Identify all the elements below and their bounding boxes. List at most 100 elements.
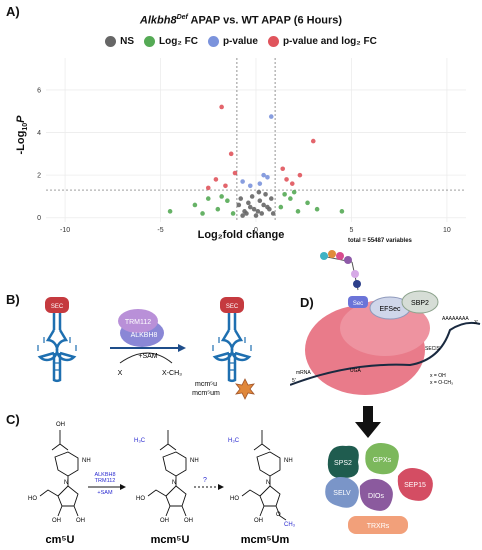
mcm5um-ho-label: HO [230, 496, 239, 502]
data-point-series-3 [213, 177, 219, 182]
arrow-1-head [120, 484, 126, 490]
data-point-series-0 [259, 211, 265, 216]
legend-item-both: p-value and log₂ FC [267, 36, 377, 47]
data-point-series-1 [295, 209, 301, 214]
x-tick-label: -5 [157, 227, 163, 234]
protein-selv: SELV [325, 477, 359, 508]
data-point-series-2 [265, 174, 270, 180]
data-point-series-3 [280, 166, 286, 172]
three-prime-label: 3' [474, 320, 478, 326]
modification-star-icon [235, 378, 255, 400]
sbp2-label: SBP2 [411, 300, 429, 307]
data-point-series-2 [247, 183, 253, 189]
x-tick-label: 0 [254, 227, 258, 234]
data-point-series-0 [256, 189, 262, 195]
data-point-series-1 [339, 209, 345, 214]
panel-d-label: D) [300, 295, 314, 310]
modification-label-1: mcm⁵u [195, 381, 217, 388]
data-point-series-0 [240, 213, 245, 218]
data-point-series-1 [314, 206, 320, 212]
data-point-series-3 [297, 172, 303, 178]
mcm5um-nh-label: NH [284, 458, 293, 464]
data-point-series-3 [232, 170, 238, 176]
enzyme-complex: TRM112 ALKBH8 [118, 309, 164, 347]
svg-text:SEP15: SEP15 [404, 482, 426, 489]
protein-sep15: SEP15 [397, 468, 433, 501]
enzyme-line-3: +SAM [97, 490, 113, 496]
x-tick-label: -10 [60, 227, 70, 234]
data-point-series-1 [219, 194, 224, 199]
cm5u-oh-label: OH [56, 422, 65, 428]
mcm5um-n-label: N [266, 480, 270, 486]
data-point-series-1 [200, 211, 205, 216]
legend-swatch-log2fc [144, 36, 156, 47]
data-point-series-0 [263, 192, 268, 197]
compound-3-name: mcm⁵Um [241, 534, 290, 546]
chart-title: Alkbh8Def APAP vs. WT APAP (6 Hours) [0, 14, 482, 27]
data-point-series-1 [192, 202, 198, 208]
mcm5u-n-label: N [172, 480, 176, 486]
down-arrow-icon [355, 406, 381, 438]
panel-b-diagram: SEC TRM112 ALKBH8 +SAM X X-CH₃ SEC mcm⁵u… [37, 297, 255, 400]
enzyme-line-1: ALKBH8 [94, 472, 115, 478]
data-point-series-0 [246, 200, 251, 206]
sec-label: Sec [353, 301, 363, 307]
structure-mcm5u [147, 430, 187, 517]
svg-text:SEC: SEC [51, 304, 64, 310]
mcm5u-methyl-label: H₃C [134, 438, 146, 444]
compound-1-name: cm⁵U [45, 534, 74, 546]
data-point-series-0 [247, 204, 253, 210]
sec-tag-right: SEC [220, 297, 244, 313]
data-point-series-0 [268, 196, 274, 201]
svg-text:DIOs: DIOs [368, 493, 384, 500]
panel-c-structures: OH NH N HO OH OH ALKBH8 TRM112 +SAM H₃C … [28, 422, 296, 546]
note-1: x = OH [430, 373, 446, 379]
data-point-series-0 [236, 202, 242, 208]
protein-gpxs: GPXs [365, 443, 399, 475]
enzyme-bottom-label: ALKBH8 [131, 332, 158, 339]
legend-swatch-ns [105, 36, 117, 47]
structure-mcm5um [241, 430, 287, 521]
data-point-series-2 [261, 172, 266, 178]
volcano-plot: -10 -5 0 5 10 0 2 4 6 [37, 58, 466, 234]
substrate-out-label: X-CH₃ [162, 370, 182, 377]
cm5u-n-label: N [64, 480, 68, 486]
mcm5u-oh-label: OH [160, 518, 169, 524]
data-point-series-1 [288, 196, 293, 201]
legend-swatch-both [267, 36, 279, 47]
mcm5u-ho-label: HO [136, 496, 145, 502]
chart-legend: NS Log₂ FC p-value p-value and log₂ FC [0, 36, 482, 47]
cm5u-oh-label-3: OH [76, 518, 85, 524]
mcm5um-oh-label: OH [254, 518, 263, 524]
chart-title-gene: Alkbh8 [139, 14, 177, 27]
svg-text:SEC: SEC [226, 304, 239, 310]
structure-cm5u [39, 430, 79, 517]
data-point-series-0 [270, 211, 276, 216]
enzyme-top-label: TRM112 [125, 319, 151, 326]
data-point-series-0 [257, 198, 263, 204]
data-point-series-0 [253, 213, 259, 218]
data-point-series-0 [251, 206, 257, 212]
panel-d-ribosome: Sec EFSec SBP2 SECIS AAAAAAAA mRNA 5' 3'… [290, 250, 481, 395]
data-point-series-1 [278, 204, 284, 210]
secis-label: SECIS [425, 346, 441, 352]
sec-tag-left: SEC [45, 297, 69, 313]
y-tick-label: 0 [37, 215, 41, 222]
data-point-series-1 [167, 209, 173, 214]
x-tick-label: 10 [443, 227, 451, 234]
panel-d-selenoproteins: SPS2 GPXs SELV DIOs SEP15 TRXRs [325, 443, 433, 534]
data-point-series-3 [284, 177, 289, 182]
trna-modified [212, 313, 252, 383]
data-point-series-2 [268, 114, 274, 119]
mcm5um-o-label: O [276, 512, 281, 518]
y-tick-label: 6 [37, 87, 41, 94]
data-point-series-1 [215, 206, 221, 212]
protein-trxrs: TRXRs [348, 516, 408, 534]
data-point-series-3 [219, 104, 224, 110]
modification-label-2: mcm⁵um [192, 390, 220, 397]
legend-label-ns: NS [120, 36, 135, 47]
unknown-step-label: ? [203, 477, 207, 484]
y-tick-label: 2 [37, 173, 41, 180]
mcm5um-ch3-label: CH₃ [284, 522, 296, 528]
uga-label: UGA [350, 368, 362, 374]
